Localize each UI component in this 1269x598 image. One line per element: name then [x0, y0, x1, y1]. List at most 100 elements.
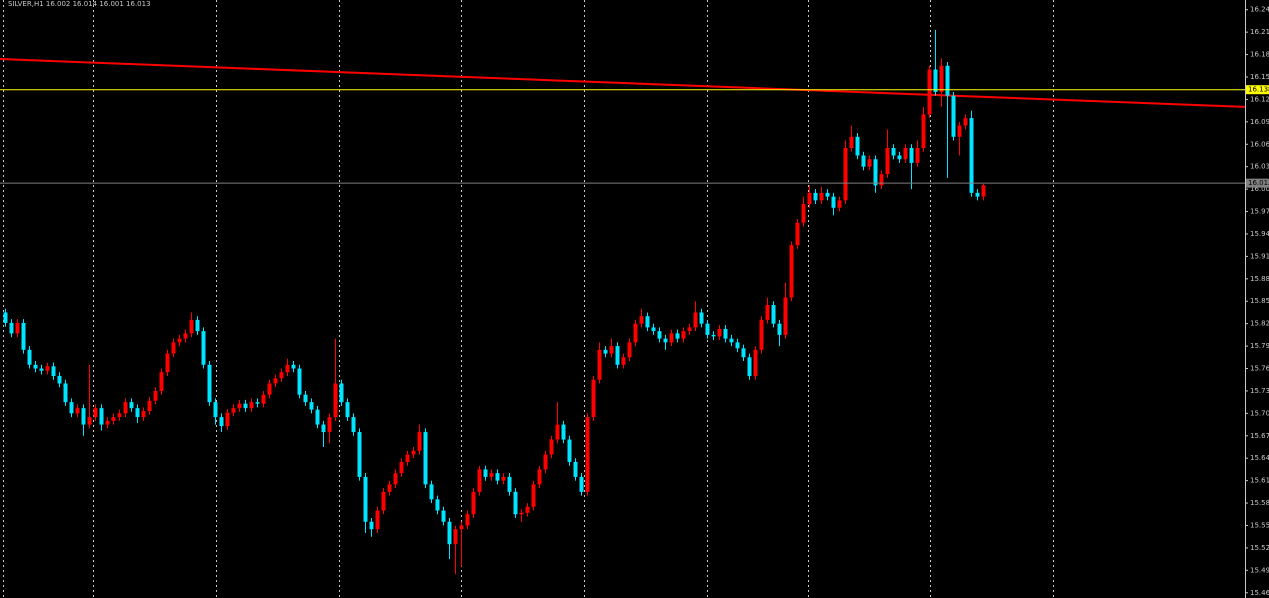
candle-body — [279, 372, 284, 379]
candle-body — [753, 349, 758, 376]
candle-body — [507, 476, 512, 492]
y-tick-label: 15.645 — [1250, 454, 1269, 462]
candle-body — [975, 192, 980, 197]
candle-body — [123, 402, 128, 414]
candle-body — [783, 297, 788, 335]
candle-body — [615, 346, 620, 365]
candle-body — [309, 402, 314, 410]
candle-body — [381, 491, 386, 511]
candle-body — [891, 148, 896, 156]
candle-body — [207, 364, 212, 403]
y-tick-label: 15.855 — [1250, 297, 1269, 305]
candle-body — [849, 136, 854, 149]
candle-body — [489, 473, 494, 477]
candle-body — [237, 403, 242, 409]
candle-body — [345, 402, 350, 418]
candle-body — [201, 331, 206, 365]
candle-body — [921, 114, 926, 149]
candle-body — [933, 69, 938, 92]
y-tick-label: 16.095 — [1250, 118, 1269, 126]
candle-body — [267, 383, 272, 395]
candle-body — [705, 323, 710, 335]
y-tick-label: 15.795 — [1250, 342, 1269, 350]
candle-body — [315, 409, 320, 425]
y-tick-label: 16.125 — [1250, 95, 1269, 103]
candle-body — [663, 338, 668, 343]
candle-body — [513, 491, 518, 515]
candle-body — [963, 118, 968, 126]
candle-body — [375, 510, 380, 530]
y-tick-label: 15.495 — [1250, 566, 1269, 574]
candle-body — [231, 408, 236, 413]
candle-body — [591, 379, 596, 418]
candle-body — [219, 417, 224, 427]
y-tick-label: 15.705 — [1250, 409, 1269, 417]
candle-body — [465, 514, 470, 526]
candle-body — [687, 327, 692, 332]
candle-body — [909, 148, 914, 163]
candle-body — [261, 394, 266, 404]
candle-body — [927, 69, 932, 115]
candle-body — [693, 312, 698, 328]
candle-body — [879, 174, 884, 186]
candle-body — [75, 408, 80, 414]
candle-body — [81, 408, 86, 425]
candle-body — [531, 484, 536, 507]
candle-body — [651, 327, 656, 332]
candle-body — [351, 417, 356, 433]
candle-body — [447, 521, 452, 545]
candle-body — [453, 529, 458, 545]
y-tick-label: 15.465 — [1250, 589, 1269, 597]
candle-body — [501, 476, 506, 481]
candle-body — [129, 402, 134, 409]
candle-body — [549, 439, 554, 455]
candle-body — [195, 319, 200, 332]
candle-body — [429, 484, 434, 500]
candle-body — [897, 155, 902, 160]
candle-body — [297, 368, 302, 395]
candle-body — [801, 204, 806, 223]
candle-body — [471, 491, 476, 515]
candle-body — [939, 65, 944, 92]
candle-body — [981, 185, 986, 197]
candle-body — [657, 331, 662, 339]
candle-body — [585, 417, 590, 492]
candle-body — [213, 402, 218, 418]
candle-body — [741, 348, 746, 358]
candle-body — [903, 148, 908, 160]
candle-body — [141, 411, 146, 418]
candle-body — [423, 432, 428, 485]
candle-body — [69, 402, 74, 414]
y-tick-label: 15.615 — [1250, 477, 1269, 485]
candle-body — [303, 394, 308, 403]
candle-body — [597, 349, 602, 380]
candle-body — [729, 338, 734, 343]
candle-body — [567, 439, 572, 462]
candle-body — [825, 192, 830, 197]
candle-body — [579, 476, 584, 492]
candle-body — [861, 155, 866, 167]
candle-body — [969, 118, 974, 193]
candle-body — [441, 510, 446, 522]
candle-body — [747, 357, 752, 376]
candle-body — [33, 364, 38, 369]
candle-body — [519, 512, 524, 515]
candle-body — [699, 312, 704, 324]
candle-body — [795, 222, 800, 246]
candle-body — [525, 506, 530, 513]
price-label-box — [1246, 178, 1269, 188]
candle-body — [387, 484, 392, 492]
y-tick-label: 15.525 — [1250, 544, 1269, 552]
candle-body — [3, 312, 8, 323]
y-tick-label: 15.555 — [1250, 521, 1269, 529]
y-tick-label: 15.585 — [1250, 499, 1269, 507]
candle-body — [93, 408, 98, 418]
candle-body — [759, 319, 764, 350]
y-tick-label: 15.975 — [1250, 208, 1269, 216]
candle-body — [273, 378, 278, 384]
candle-body — [399, 461, 404, 474]
candle-body — [369, 521, 374, 530]
candle-body — [15, 322, 20, 334]
candle-body — [915, 148, 920, 163]
y-tick-label: 15.675 — [1250, 432, 1269, 440]
